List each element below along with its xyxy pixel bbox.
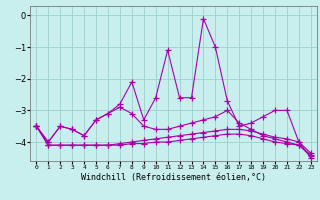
X-axis label: Windchill (Refroidissement éolien,°C): Windchill (Refroidissement éolien,°C) [81, 173, 266, 182]
